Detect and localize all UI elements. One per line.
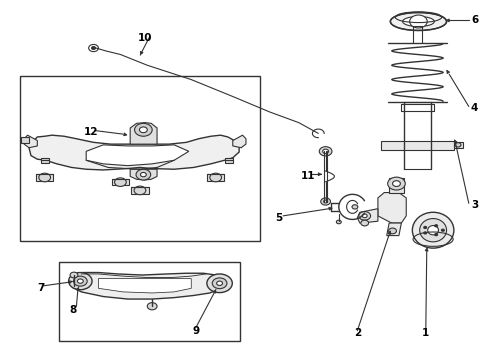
Ellipse shape <box>403 17 434 27</box>
Circle shape <box>389 228 396 234</box>
Polygon shape <box>86 145 189 166</box>
Circle shape <box>135 123 152 136</box>
Text: 4: 4 <box>471 103 478 113</box>
Text: 11: 11 <box>301 171 316 181</box>
Circle shape <box>115 178 126 186</box>
Circle shape <box>136 169 151 180</box>
Polygon shape <box>130 123 157 144</box>
Polygon shape <box>21 137 29 143</box>
Circle shape <box>359 212 370 220</box>
Circle shape <box>134 186 146 195</box>
Polygon shape <box>41 158 49 163</box>
Circle shape <box>435 225 438 227</box>
Circle shape <box>207 274 232 293</box>
Circle shape <box>92 46 96 49</box>
Circle shape <box>217 281 222 285</box>
Circle shape <box>455 143 461 147</box>
Polygon shape <box>29 135 239 170</box>
Ellipse shape <box>391 13 446 31</box>
Circle shape <box>352 205 358 209</box>
Circle shape <box>74 276 87 286</box>
Text: 2: 2 <box>354 328 361 338</box>
Ellipse shape <box>413 212 454 248</box>
Polygon shape <box>72 273 225 299</box>
Polygon shape <box>207 174 224 181</box>
Polygon shape <box>98 279 191 293</box>
Circle shape <box>392 181 400 186</box>
Polygon shape <box>378 193 406 223</box>
Text: 10: 10 <box>138 33 152 43</box>
Circle shape <box>210 173 221 182</box>
Circle shape <box>147 303 157 310</box>
Polygon shape <box>357 209 378 223</box>
Text: 12: 12 <box>84 127 98 136</box>
Polygon shape <box>389 178 404 193</box>
Polygon shape <box>387 223 401 235</box>
Circle shape <box>435 234 438 236</box>
Circle shape <box>410 15 427 28</box>
Text: 6: 6 <box>471 15 478 26</box>
Circle shape <box>323 149 329 153</box>
Circle shape <box>77 279 83 283</box>
Bar <box>20 76 260 241</box>
Circle shape <box>319 147 332 156</box>
Text: 3: 3 <box>471 200 478 210</box>
Circle shape <box>324 200 328 203</box>
Polygon shape <box>130 169 157 180</box>
Polygon shape <box>112 179 129 185</box>
Polygon shape <box>225 158 233 163</box>
Circle shape <box>141 172 147 177</box>
Ellipse shape <box>428 226 439 235</box>
Polygon shape <box>454 142 463 148</box>
Circle shape <box>424 226 427 229</box>
Circle shape <box>361 220 368 226</box>
Polygon shape <box>131 187 149 194</box>
Circle shape <box>212 278 227 289</box>
Polygon shape <box>381 140 454 149</box>
Circle shape <box>362 214 367 218</box>
Polygon shape <box>24 135 37 148</box>
Circle shape <box>70 272 78 278</box>
Circle shape <box>424 232 427 234</box>
Circle shape <box>336 220 341 224</box>
Text: 9: 9 <box>193 325 200 336</box>
Text: 7: 7 <box>37 283 45 293</box>
Circle shape <box>388 177 405 190</box>
Circle shape <box>69 273 92 290</box>
Circle shape <box>321 198 331 205</box>
Bar <box>59 262 240 341</box>
Text: 5: 5 <box>275 213 283 222</box>
Polygon shape <box>233 135 246 148</box>
Polygon shape <box>36 174 53 181</box>
Text: 8: 8 <box>70 305 76 315</box>
Circle shape <box>39 173 50 182</box>
Ellipse shape <box>419 219 446 242</box>
Circle shape <box>140 127 147 133</box>
Circle shape <box>441 229 444 231</box>
Text: 1: 1 <box>422 328 429 338</box>
